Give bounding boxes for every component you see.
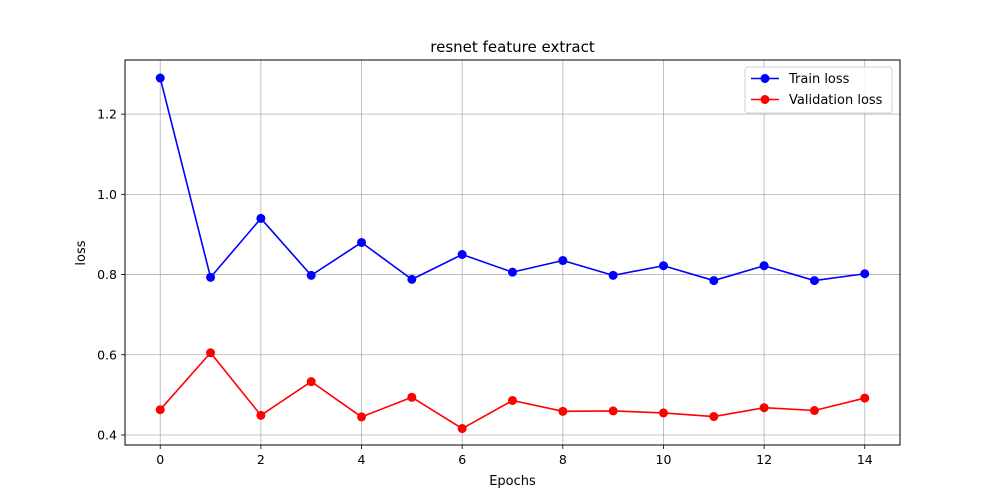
plot-area-frame xyxy=(124,59,901,446)
train-loss-point xyxy=(407,274,417,284)
validation-loss-point xyxy=(608,406,618,416)
x-tick-label: 4 xyxy=(358,452,366,467)
chart-title: resnet feature extract xyxy=(430,38,595,56)
train-loss-point xyxy=(357,237,367,247)
validation-loss-point xyxy=(558,406,568,416)
validation-loss-point xyxy=(809,406,819,416)
x-tick-label: 6 xyxy=(458,452,466,467)
train-loss-point xyxy=(256,213,266,223)
train-loss-point xyxy=(658,261,668,271)
train-loss-point xyxy=(709,276,719,286)
series-layer xyxy=(155,73,870,434)
y-tick-label: 0.6 xyxy=(97,347,117,362)
train-loss-point xyxy=(860,269,870,279)
x-tick-label: 0 xyxy=(156,452,164,467)
x-tick-label: 8 xyxy=(559,452,567,467)
x-tick-label: 10 xyxy=(656,452,672,467)
x-tick-label: 14 xyxy=(857,452,873,467)
validation-loss-point xyxy=(860,393,870,403)
legend-train-loss-label: Train loss xyxy=(788,72,850,87)
train-loss-point xyxy=(809,276,819,286)
legend-box xyxy=(744,66,893,114)
validation-loss-point xyxy=(155,405,165,415)
train-loss-point xyxy=(558,256,568,266)
y-tick-label: 1.0 xyxy=(97,187,117,202)
validation-loss-point xyxy=(407,392,417,402)
train-loss-point xyxy=(759,261,769,271)
legend-validation-loss-label: Validation loss xyxy=(789,93,883,108)
y-tick-label: 1.2 xyxy=(97,107,117,122)
legend: Train loss Validation loss xyxy=(744,66,893,114)
x-tick-label: 2 xyxy=(257,452,265,467)
validation-loss-point xyxy=(306,377,316,387)
validation-loss-point xyxy=(658,408,668,418)
legend-train-loss-marker xyxy=(760,74,770,83)
train-loss-point xyxy=(508,267,517,277)
legend-validation-loss-marker xyxy=(760,95,770,104)
validation-loss-point xyxy=(256,410,266,420)
validation-loss-point xyxy=(206,348,216,358)
y-tick-label: 0.4 xyxy=(97,427,117,442)
train-loss-point xyxy=(306,270,316,280)
validation-loss-point xyxy=(759,403,769,413)
y-axis-label: loss xyxy=(74,240,89,265)
y-tick-label: 0.8 xyxy=(97,267,117,282)
train-loss-point xyxy=(457,250,467,260)
train-loss-point xyxy=(206,272,216,282)
x-axis-label: Epochs xyxy=(489,474,536,489)
train-loss-point xyxy=(155,73,165,83)
train-loss-point xyxy=(608,270,618,280)
validation-loss-point xyxy=(508,395,517,405)
x-tick-label: 12 xyxy=(756,452,772,467)
axis-ticks: 0 2 4 6 8 10 12 14 0.4 0.6 0.8 1.0 1.2 xyxy=(97,107,873,467)
validation-loss-point xyxy=(457,424,467,434)
validation-loss-point xyxy=(709,412,719,422)
validation-loss-point xyxy=(357,412,367,422)
